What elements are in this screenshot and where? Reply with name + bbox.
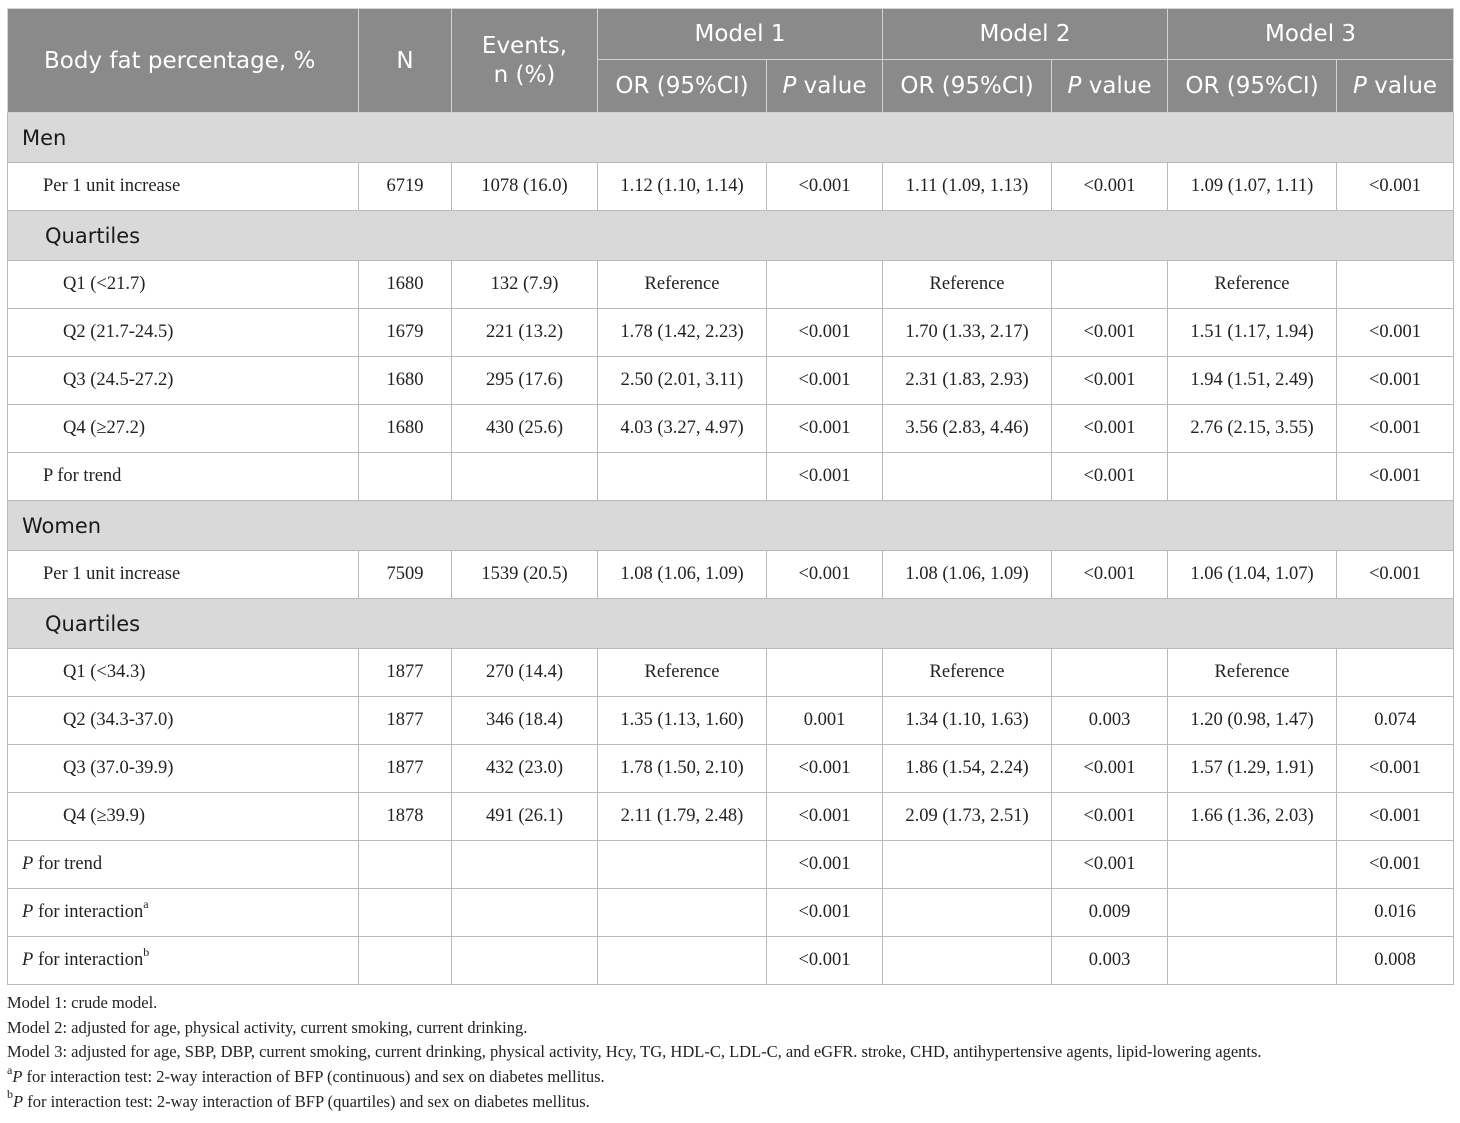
table-row: Q4 (≥27.2) 1680 430 (25.6) 4.03 (3.27, 4… xyxy=(7,404,1455,453)
table-row: Q2 (34.3-37.0) 1877 346 (18.4) 1.35 (1.1… xyxy=(7,696,1455,745)
section-label: Women xyxy=(6,500,1455,551)
table-row: Q2 (21.7-24.5) 1679 221 (13.2) 1.78 (1.4… xyxy=(7,308,1455,357)
table-row: Q4 (≥39.9) 1878 491 (26.1) 2.11 (1.79, 2… xyxy=(7,792,1455,841)
note-a: aP for interaction test: 2-way interacti… xyxy=(7,1062,605,1087)
header-model-2: Model 2 xyxy=(882,8,1169,60)
header-p-1: P value xyxy=(765,59,884,113)
section-label: Quartiles xyxy=(6,210,1455,261)
table-row: P for interactionb <0.001 0.003 0.008 xyxy=(7,936,1455,985)
table-row: Q1 (<21.7) 1680 132 (7.9) Reference Refe… xyxy=(7,260,1455,309)
header-or-3: OR (95%CI) xyxy=(1167,59,1338,113)
table-row: Q3 (37.0-39.9) 1877 432 (23.0) 1.78 (1.5… xyxy=(7,744,1455,793)
header-model-3: Model 3 xyxy=(1167,8,1455,60)
section-women: Women xyxy=(6,500,1455,551)
section-quartiles-women: Quartiles xyxy=(6,598,1455,649)
table-row: Per 1 unit increase 7509 1539 (20.5) 1.0… xyxy=(7,550,1455,599)
header-or-1: OR (95%CI) xyxy=(597,59,767,113)
table-body: Men Per 1 unit increase 6719 1078 (16.0)… xyxy=(6,112,1455,985)
header-body-fat: Body fat percentage, % xyxy=(7,8,359,113)
header-events-line1: Events, xyxy=(481,32,568,59)
section-quartiles-men: Quartiles xyxy=(6,210,1455,261)
header-events-line2: n (%) xyxy=(493,61,556,88)
header-or-2: OR (95%CI) xyxy=(882,59,1053,113)
section-men: Men xyxy=(6,112,1455,163)
header-p-2: P value xyxy=(1051,59,1169,113)
table-row: Per 1 unit increase 6719 1078 (16.0) 1.1… xyxy=(7,162,1455,211)
results-table: Body fat percentage, % N Events, n (%) M… xyxy=(6,8,1455,985)
table-row: Q1 (<34.3) 1877 270 (14.4) Reference Ref… xyxy=(7,648,1455,697)
section-label: Men xyxy=(6,112,1455,163)
results-table-container: Body fat percentage, % N Events, n (%) M… xyxy=(6,8,1455,1115)
header-p-3: P value xyxy=(1336,59,1455,113)
table-row: P for interactiona <0.001 0.009 0.016 xyxy=(7,888,1455,937)
table-row: P for trend <0.001 <0.001 <0.001 xyxy=(7,840,1455,889)
table-row: P for trend <0.001 <0.001 <0.001 xyxy=(7,452,1455,501)
table-footnotes: Model 1: crude model. Model 2: adjusted … xyxy=(7,991,1453,1115)
note-model-1: Model 1: crude model. xyxy=(7,993,158,1012)
header-events: Events, n (%) xyxy=(451,8,598,113)
header-model-1: Model 1 xyxy=(596,8,884,60)
note-b: bP for interaction test: 2-way interacti… xyxy=(7,1087,590,1111)
table-header: Body fat percentage, % N Events, n (%) M… xyxy=(7,8,1455,113)
section-label: Quartiles xyxy=(6,598,1455,649)
header-n: N xyxy=(358,8,452,113)
table-row: Q3 (24.5-27.2) 1680 295 (17.6) 2.50 (2.0… xyxy=(7,356,1455,405)
note-model-3: Model 3: adjusted for age, SBP, DBP, cur… xyxy=(7,1042,1262,1062)
note-model-2: Model 2: adjusted for age, physical acti… xyxy=(7,1017,528,1037)
